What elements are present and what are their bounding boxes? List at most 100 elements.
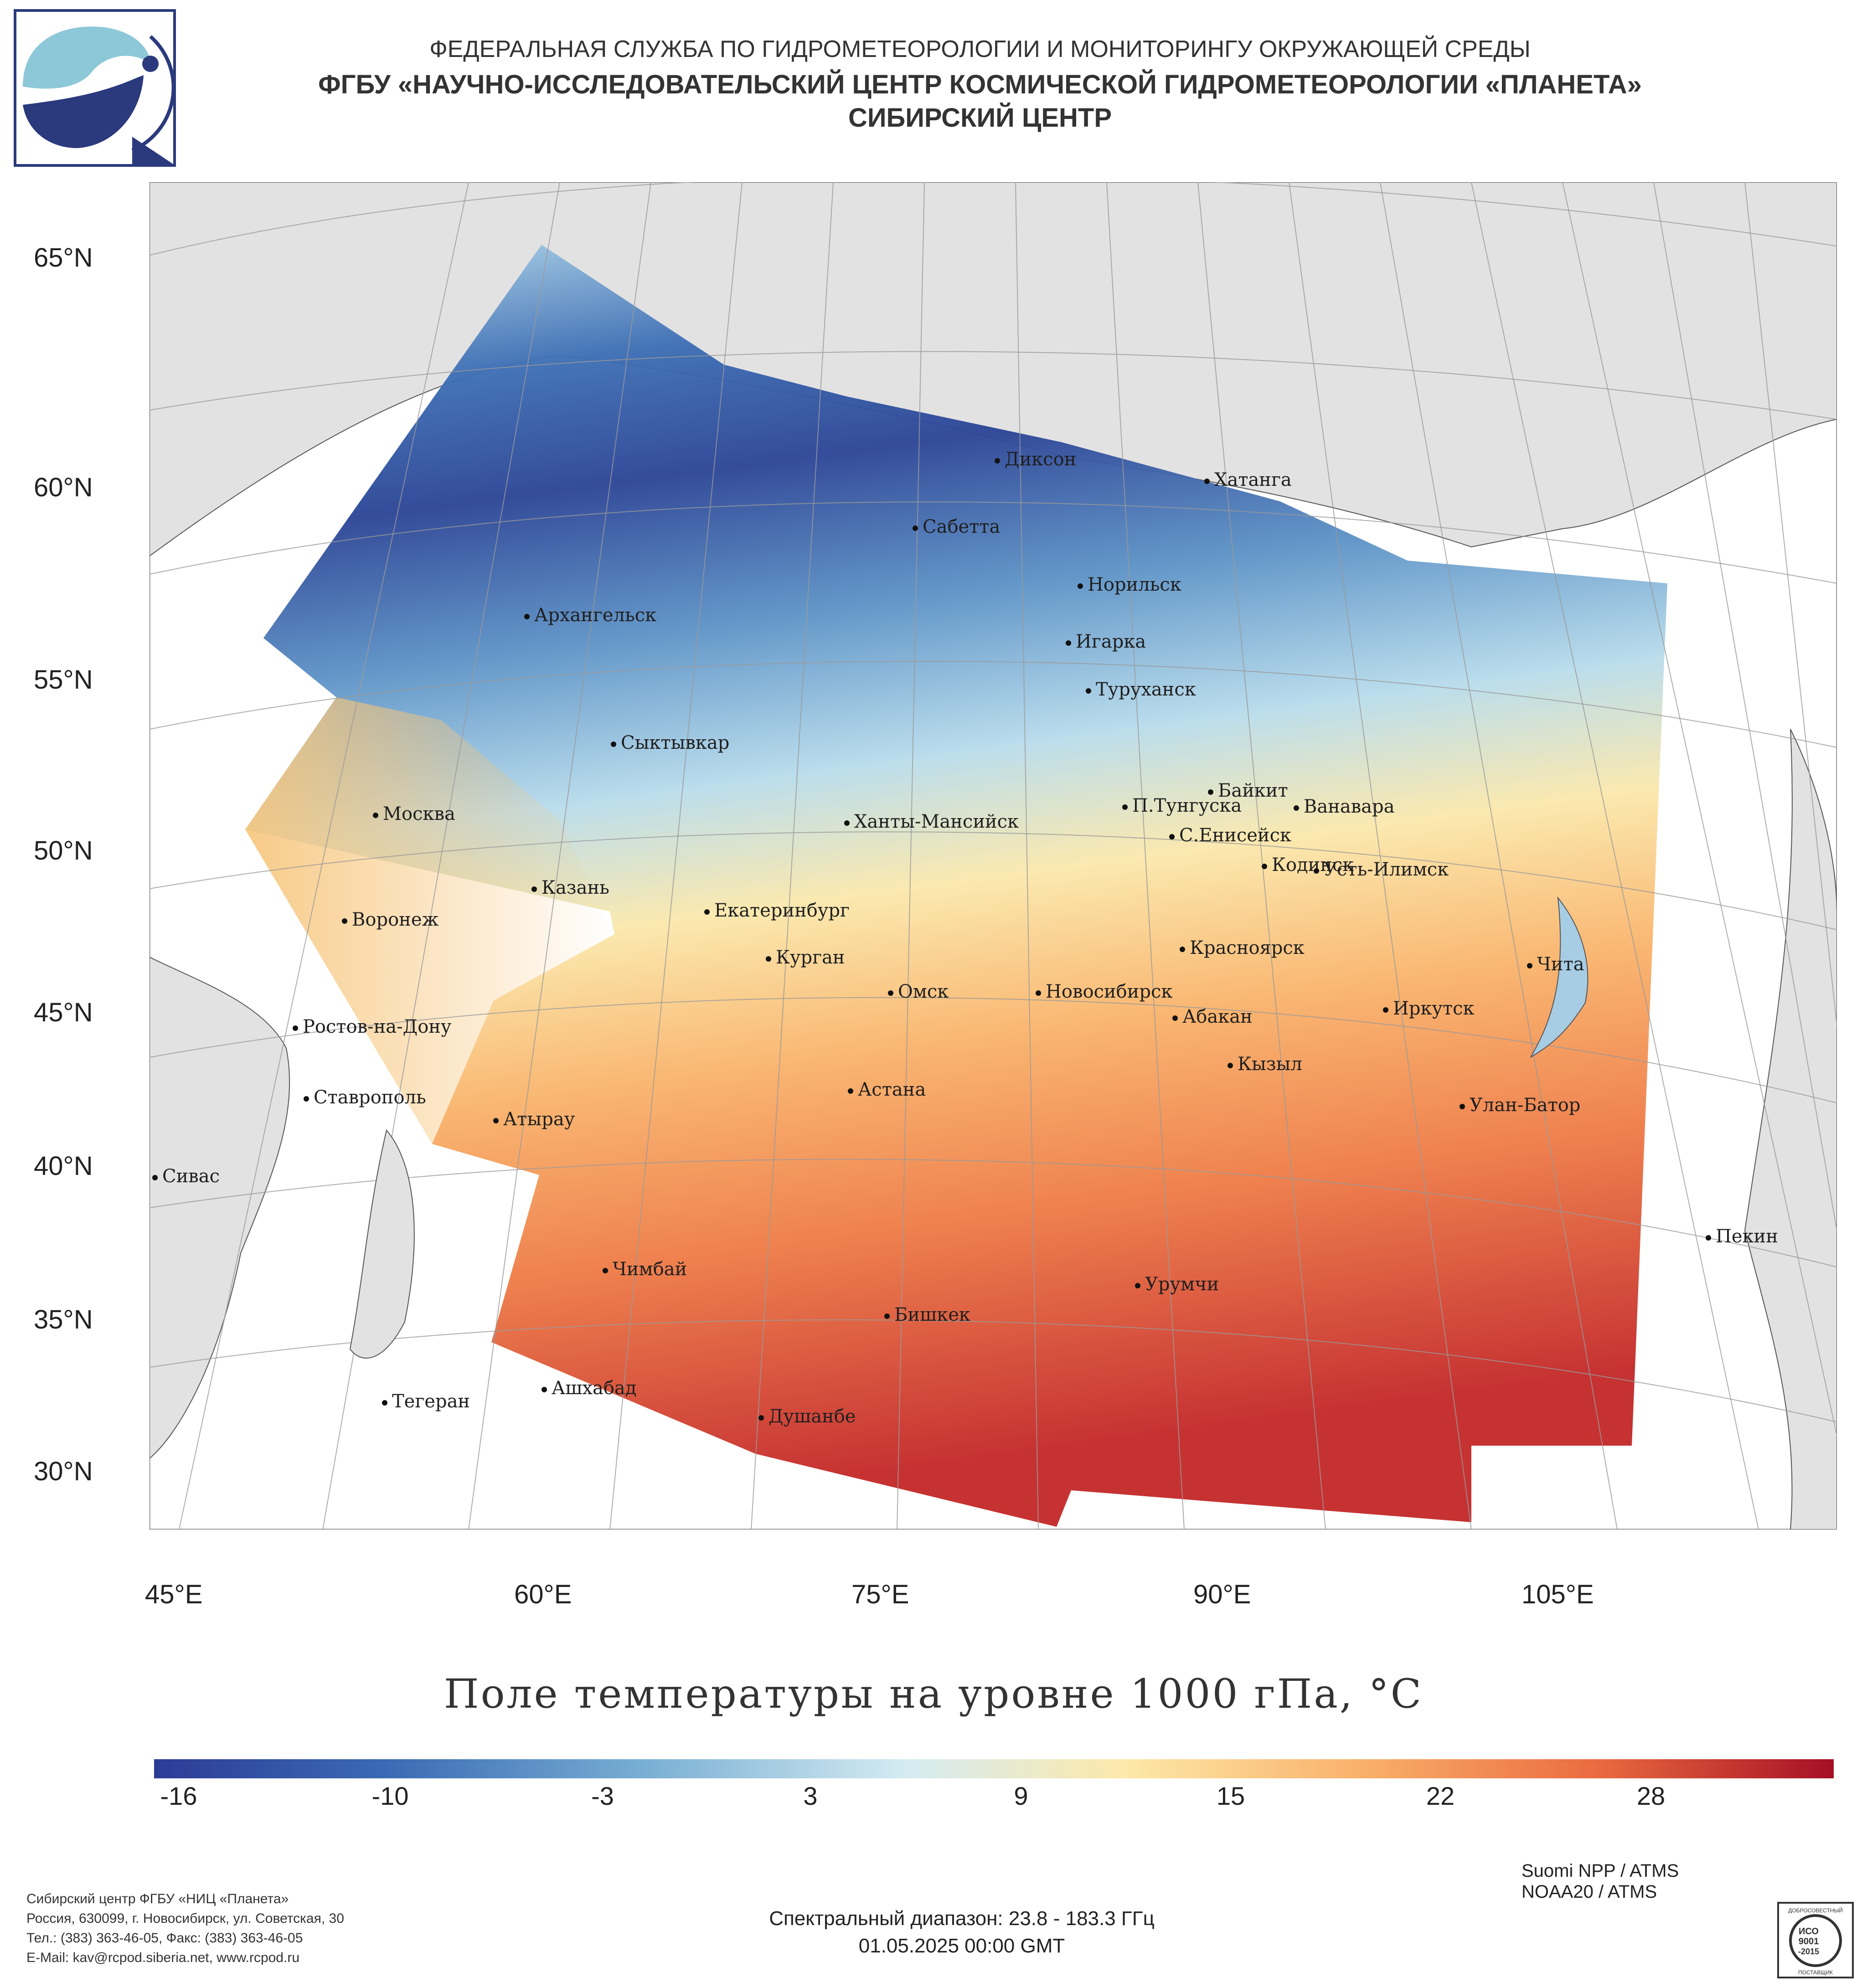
city-s-eniseysk: С.Енисейск [1169, 825, 1291, 846]
header-center: СИБИРСКИЙ ЦЕНТР [848, 103, 1112, 133]
colorbar-tick: 28 [1636, 1782, 1666, 1810]
city-marker [373, 813, 378, 818]
temperature-map [150, 182, 1837, 1530]
city-marker [995, 458, 1000, 464]
city-khanty-mansiysk: Ханты-Мансийск [844, 811, 1019, 832]
city-p-tunguska: П.Тунгуска [1122, 795, 1242, 816]
city-marker [1169, 834, 1175, 839]
lat-label-35: 35°N [34, 1305, 93, 1334]
colorbar-tick: -3 [591, 1782, 614, 1810]
city-moskva: Москва [373, 803, 455, 824]
city-tehran: Тегеран [382, 1391, 470, 1412]
city-marker [382, 1400, 387, 1406]
colorbar-tick: 9 [1014, 1782, 1028, 1810]
city-voronezh: Воронеж [342, 909, 438, 930]
city-marker [493, 1118, 499, 1123]
lon-label-90: 90°E [1193, 1580, 1251, 1609]
city-marker [524, 614, 530, 619]
city-marker [342, 918, 347, 924]
city-marker [542, 1387, 547, 1392]
city-marker [848, 1088, 853, 1094]
spectral-range: Спектральный диапазон: 23.8 - 183.3 ГГц [769, 1907, 1155, 1930]
city-kyzyl: Кызыл [1227, 1054, 1302, 1075]
header-institution: ФГБУ «НАУЧНО-ИССЛЕДОВАТЕЛЬСКИЙ ЦЕНТР КОС… [318, 70, 1642, 99]
city-irkutsk: Иркутск [1383, 998, 1475, 1019]
city-omsk: Омск [888, 981, 949, 1002]
city-marker [1383, 1007, 1388, 1013]
city-atyrau: Атырау [493, 1109, 575, 1130]
lon-label-105: 105°E [1521, 1580, 1594, 1609]
city-marker [1078, 583, 1083, 589]
spectral-info: Спектральный диапазон: 23.8 - 183.3 ГГц … [0, 1905, 1867, 1960]
city-marker [1460, 1104, 1465, 1109]
city-marker [611, 742, 616, 747]
city-stavropol: Ставрополь [304, 1087, 426, 1108]
city-syktyvkar: Сыктывкар [611, 732, 729, 753]
city-marker [913, 525, 918, 531]
temperature-colorbar [154, 1759, 1834, 1778]
city-bishkek: Бишкек [884, 1304, 970, 1325]
lat-label-55: 55°N [34, 665, 93, 695]
city-marker [758, 1415, 764, 1421]
city-marker [884, 1313, 890, 1319]
colorbar-tick: -16 [160, 1782, 197, 1810]
city-marker [152, 1175, 158, 1180]
city-chita: Чита [1527, 954, 1584, 975]
lat-label-65: 65°N [34, 243, 93, 273]
lon-label-60: 60°E [514, 1580, 572, 1609]
city-marker [1527, 963, 1532, 968]
city-marker [531, 886, 537, 892]
city-krasnoyarsk: Красноярск [1180, 937, 1305, 958]
city-chimbay: Чимбай [603, 1259, 687, 1280]
city-khatanga: Хатанга [1204, 469, 1292, 490]
colorbar-tick: -10 [371, 1782, 409, 1810]
observation-datetime: 01.05.2025 00:00 GMT [858, 1935, 1065, 1957]
city-marker [1204, 479, 1210, 484]
planeta-logo [14, 9, 176, 167]
city-ust-ilimsk: Усть-Илимск [1314, 859, 1449, 880]
city-abakan: Абакан [1172, 1006, 1253, 1027]
satellite-list: Suomi NPP / ATMS NOAA20 / ATMS [1521, 1861, 1679, 1902]
colorbar-tick: 15 [1216, 1782, 1245, 1810]
lon-label-75: 75°E [851, 1580, 909, 1609]
header-agency: ФЕДЕРАЛЬНАЯ СЛУЖБА ПО ГИДРОМЕТЕОРОЛОГИИ … [429, 36, 1531, 62]
iso-certificate-badge: ДОБРОСОВЕСТНЫЙ ИСО 9001 -2015 ПОСТАВЩИК [1777, 1901, 1854, 1979]
city-marker [293, 1025, 298, 1031]
city-arkhangelsk: Архангельск [524, 605, 656, 626]
city-marker [1086, 688, 1091, 694]
city-ashgabat: Ашхабад [542, 1378, 636, 1399]
city-sabetta: Сабетта [913, 516, 1000, 537]
city-turukhansk: Туруханск [1086, 679, 1196, 700]
city-marker [1262, 864, 1267, 869]
colorbar-tick: 22 [1426, 1782, 1455, 1810]
svg-text:ПОСТАВЩИК: ПОСТАВЩИК [1798, 1969, 1833, 1976]
city-marker [1180, 947, 1185, 952]
city-pekin: Пекин [1706, 1226, 1778, 1247]
city-marker [1036, 990, 1041, 996]
city-marker [1066, 640, 1071, 646]
colorbar-tick: 3 [803, 1782, 818, 1810]
city-dushanbe: Душанбе [758, 1406, 856, 1427]
svg-text:ДОБРОСОВЕСТНЫЙ: ДОБРОСОВЕСТНЫЙ [1788, 1907, 1843, 1914]
city-marker [766, 956, 771, 962]
lat-label-40: 40°N [34, 1151, 93, 1181]
organization-address: Сибирский центр ФГБУ «НИЦ «Планета» Росс… [26, 1891, 344, 1965]
lat-label-60: 60°N [34, 473, 93, 502]
city-ekaterinburg: Екатеринбург [704, 900, 850, 921]
svg-text:9001: 9001 [1799, 1936, 1819, 1947]
city-marker [844, 820, 850, 826]
city-marker [704, 909, 710, 915]
city-marker [1294, 805, 1299, 811]
city-urumqi: Урумчи [1135, 1274, 1219, 1295]
city-vanavara: Ванавара [1294, 796, 1395, 817]
city-marker [1208, 789, 1213, 795]
city-marker [304, 1096, 309, 1102]
lon-label-45: 45°E [145, 1580, 203, 1609]
city-astana: Астана [848, 1079, 926, 1100]
city-baikit: Байкит [1208, 780, 1288, 801]
city-rostov-na-donu: Ростов-на-Дону [293, 1016, 451, 1037]
city-marker [1122, 804, 1128, 810]
lat-label-30: 30°N [34, 1457, 93, 1486]
city-norilsk: Норильск [1078, 574, 1181, 595]
colorbar-title: Поле температуры на уровне 1000 гПа, °C [444, 1670, 1423, 1717]
